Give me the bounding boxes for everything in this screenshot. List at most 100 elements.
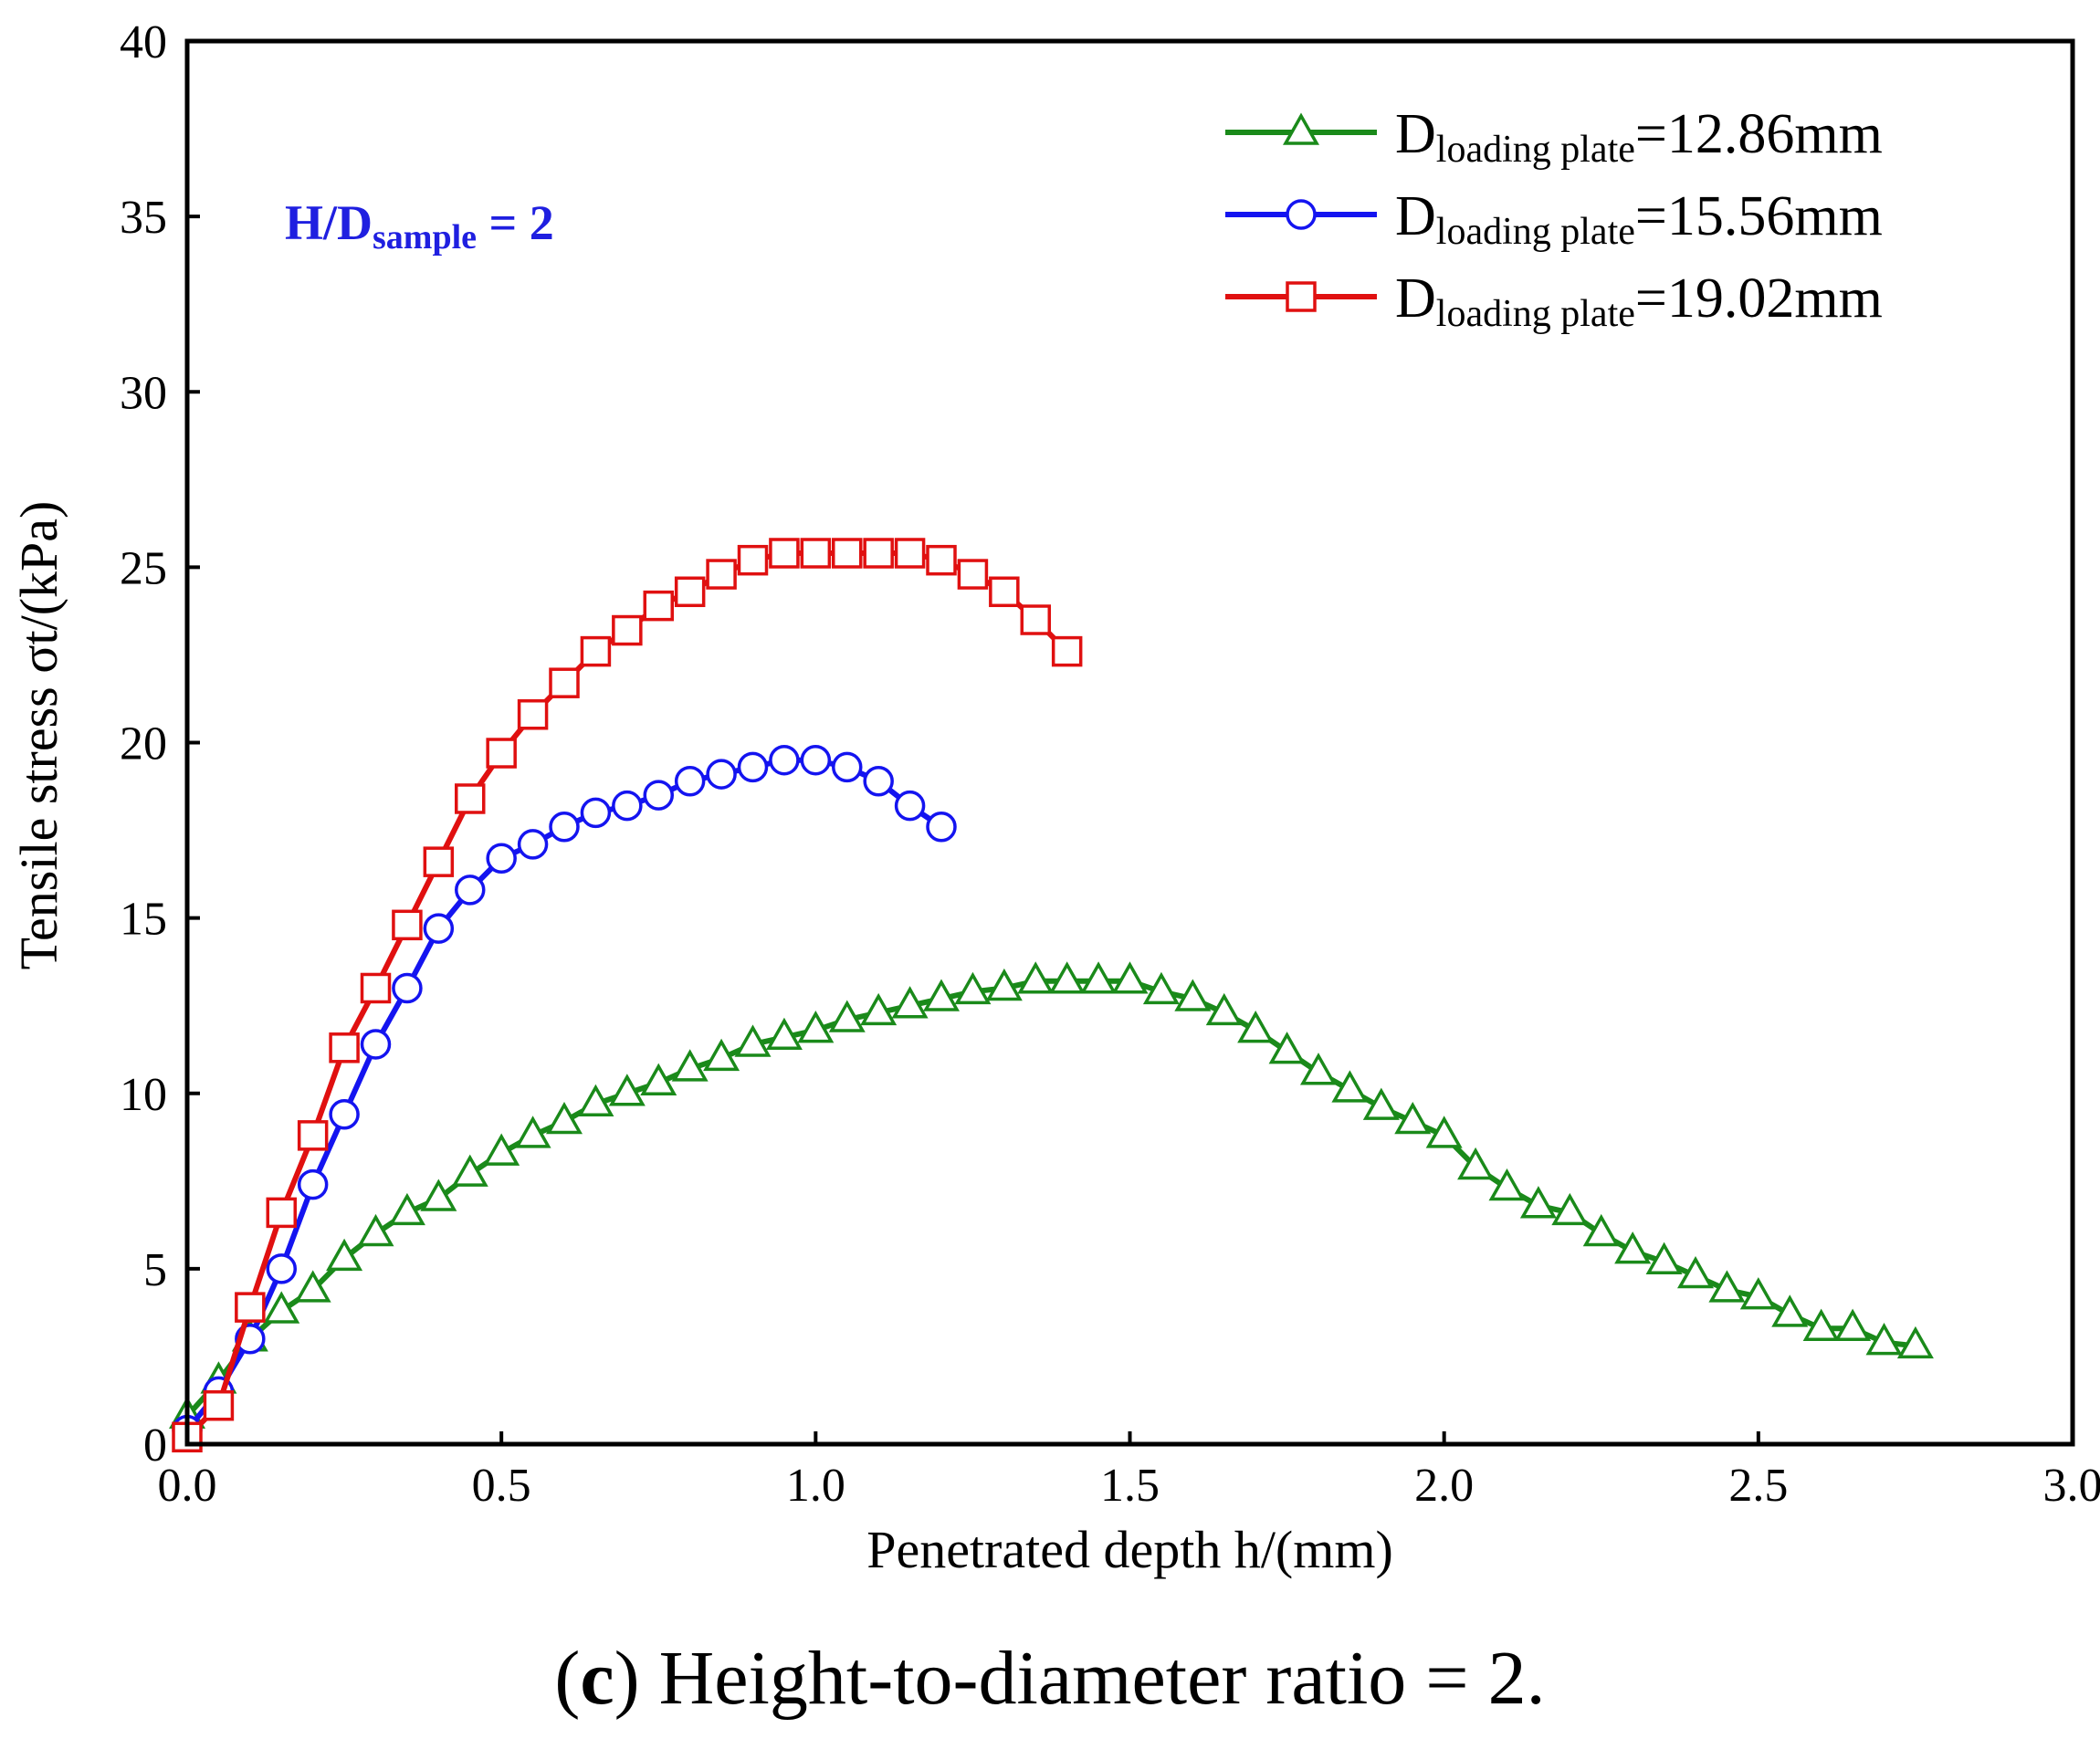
data-point-triangle — [703, 1038, 740, 1072]
data-point-circle — [800, 744, 832, 776]
y-tick-label: 30 — [120, 367, 167, 419]
series-circle — [172, 744, 957, 1446]
data-point-triangle — [985, 968, 1023, 1001]
legend-swatch-marker — [1286, 281, 1317, 312]
data-point-square — [674, 576, 706, 608]
data-point-triangle — [1362, 1087, 1400, 1120]
y-tick-label: 40 — [120, 16, 167, 68]
caption-label: c — [580, 1636, 614, 1721]
legend-swatch-marker — [1286, 199, 1317, 230]
data-point-square — [612, 614, 643, 646]
y-tick-label: 25 — [120, 542, 167, 594]
data-point-square — [832, 538, 863, 569]
data-point-circle — [769, 744, 800, 776]
data-point-triangle — [1268, 1032, 1306, 1064]
data-point-circle — [423, 913, 455, 944]
data-point-triangle — [357, 1213, 394, 1247]
data-point-triangle — [671, 1049, 709, 1082]
legend-label-main: D — [1395, 185, 1436, 247]
data-point-circle — [266, 1253, 297, 1284]
data-point-square — [769, 538, 800, 569]
data-point-square — [706, 559, 737, 590]
data-point-triangle — [1048, 961, 1086, 994]
data-point-triangle — [1425, 1116, 1463, 1148]
data-point-triangle — [545, 1101, 583, 1135]
data-point-triangle — [1896, 1325, 1934, 1359]
y-tick-label: 10 — [120, 1069, 167, 1121]
data-point-circle — [643, 780, 674, 811]
data-point-square — [863, 538, 894, 569]
data-point-circle — [486, 843, 517, 875]
data-point-square — [800, 538, 832, 569]
data-point-square — [643, 590, 674, 622]
x-tick-label: 2.5 — [1728, 1460, 1788, 1512]
legend-label: Dloading plate=15.56mm — [1395, 185, 1883, 253]
data-point-triangle — [451, 1154, 488, 1187]
data-point-triangle — [388, 1192, 425, 1226]
data-point-square — [360, 972, 392, 1004]
data-point-square — [297, 1120, 329, 1151]
data-point-square — [737, 544, 769, 576]
data-point-circle — [926, 811, 957, 843]
data-point-triangle — [1299, 1053, 1338, 1085]
data-point-triangle — [1802, 1308, 1840, 1341]
chart-series — [168, 538, 1934, 1453]
data-point-square — [392, 909, 423, 941]
data-point-square — [455, 783, 486, 814]
data-point-triangle — [1676, 1256, 1715, 1289]
y-tick-label: 35 — [120, 192, 167, 244]
data-point-triangle — [1142, 971, 1180, 1005]
y-tick-label: 15 — [120, 894, 167, 946]
data-point-square — [926, 544, 957, 576]
legend-item-triangle: Dloading plate=12.86mm — [1225, 103, 1883, 171]
data-point-circle — [549, 811, 580, 843]
data-point-triangle — [922, 979, 961, 1011]
legend-label: Dloading plate=19.02mm — [1395, 267, 1883, 335]
data-point-triangle — [860, 992, 898, 1026]
data-point-circle — [517, 829, 549, 860]
data-point-triangle — [1582, 1213, 1620, 1247]
figure-caption: (c) Height-to-diameter ratio = 2. — [554, 1636, 1546, 1721]
legend-swatch-marker — [1282, 112, 1320, 145]
x-tick-label: 0.0 — [158, 1460, 217, 1512]
data-point-square — [517, 699, 549, 730]
y-tick-label: 5 — [143, 1244, 167, 1296]
data-point-triangle — [1394, 1101, 1432, 1135]
data-point-square — [894, 538, 926, 569]
legend-label-suffix: =19.02mm — [1635, 267, 1883, 330]
legend-label-sub: loading plate — [1436, 129, 1635, 171]
data-point-circle — [329, 1099, 360, 1130]
data-point-triangle — [1551, 1192, 1589, 1226]
data-point-circle — [863, 766, 894, 797]
legend-label: Dloading plate=12.86mm — [1395, 103, 1883, 171]
data-point-triangle — [1237, 1011, 1275, 1043]
data-point-triangle — [828, 1000, 866, 1032]
data-point-triangle — [1457, 1147, 1495, 1180]
data-point-triangle — [734, 1024, 772, 1057]
annotation-suffix: = 2 — [477, 195, 554, 250]
data-point-circle — [674, 766, 706, 797]
data-point-triangle — [797, 1011, 835, 1043]
data-point-triangle — [263, 1291, 300, 1324]
data-point-triangle — [1488, 1168, 1526, 1201]
data-point-triangle — [765, 1017, 803, 1051]
legend-item-square: Dloading plate=19.02mm — [1225, 267, 1883, 335]
data-point-triangle — [294, 1270, 331, 1303]
series-triangle — [168, 961, 1934, 1430]
data-point-triangle — [640, 1063, 677, 1095]
data-point-triangle — [891, 986, 929, 1019]
axis-ticks: 0.0 0.5 1.0 1.5 2.0 2.5 3.0 0 5 10 15 20 25 30 35 40 — [120, 16, 2100, 1512]
y-tick-label: 20 — [120, 718, 167, 770]
series-line-circle — [184, 757, 943, 1432]
y-axis-title: Tensile stress σt/(kPa) — [9, 501, 68, 970]
data-point-triangle — [1865, 1323, 1903, 1356]
data-point-triangle — [1519, 1186, 1557, 1219]
x-tick-label: 1.0 — [786, 1460, 845, 1512]
data-point-triangle — [1739, 1277, 1777, 1310]
data-point-triangle — [1080, 961, 1118, 994]
x-tick-label: 0.5 — [472, 1460, 531, 1512]
data-point-square — [266, 1197, 297, 1229]
data-point-circle — [297, 1168, 329, 1200]
legend-label-main: D — [1395, 103, 1436, 165]
data-point-triangle — [608, 1074, 646, 1106]
